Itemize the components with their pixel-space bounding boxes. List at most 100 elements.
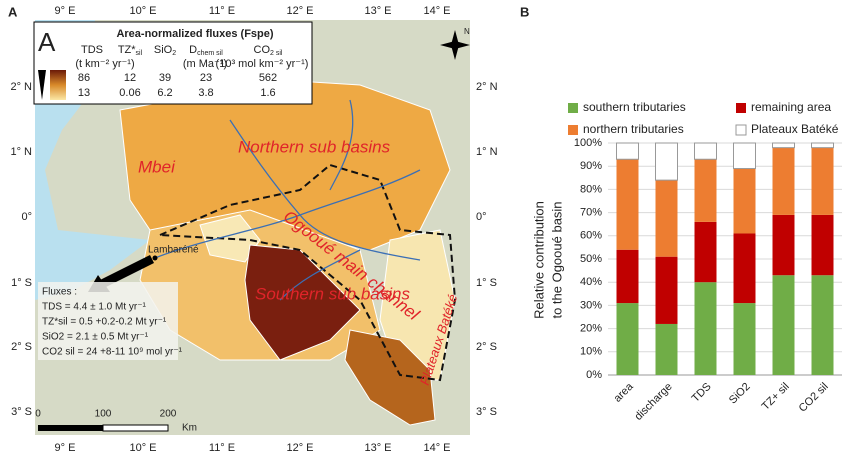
y-tick-label: 10% [580, 346, 602, 358]
colorbar-arrow [38, 70, 46, 100]
legend-unit: (t km⁻² yr⁻¹) [75, 58, 134, 70]
bar-segment [655, 256, 678, 324]
lat-label: 3° S [11, 406, 32, 418]
lat-label: 1° N [476, 146, 498, 158]
bar-segment [733, 233, 756, 304]
x-tick-label: SiO2 [727, 381, 753, 407]
legend-unit: (m Ma⁻¹) [183, 58, 227, 70]
bar-segment [655, 323, 678, 375]
lat-label: 0° [476, 211, 487, 223]
lon-label: 10° E [129, 442, 156, 454]
legend-cell: 0.06 [119, 87, 140, 99]
y-tick-label: 90% [580, 160, 602, 172]
scale-label: 0 [35, 409, 41, 420]
bar-segment [772, 214, 795, 276]
y-tick-label: 20% [580, 323, 602, 335]
town-label: Lambaréné [148, 245, 199, 256]
header-text: CO [254, 44, 271, 56]
x-tick-label: discharge [632, 381, 674, 423]
lat-label: 0° [21, 211, 32, 223]
x-tick-label: TDS [690, 381, 714, 405]
lon-label: 9° E [55, 442, 76, 454]
region-label: Mbei [138, 157, 176, 176]
fluxes: Fluxes : TDS = 4.4 ± 1.0 Mt yr⁻¹ TZ*sil = … [42, 287, 183, 358]
flux-arrow [99, 254, 155, 289]
x-tick-label: TZ+ sil [760, 381, 792, 413]
legend-swatch [568, 125, 578, 135]
legend-swatch [735, 124, 747, 136]
bar-segment [616, 303, 639, 375]
lon-label: 13° E [364, 442, 391, 454]
scale-label: 100 [95, 409, 112, 420]
header-sub: 2 sil [270, 50, 283, 57]
y-tick-label: 50% [580, 253, 602, 265]
region-label: Southern sub basins [255, 284, 410, 303]
lon-label: 14° E [423, 5, 450, 17]
lon-label: 11° E [209, 442, 235, 454]
panel-label: A [8, 4, 18, 19]
y-tick-label: 0% [586, 369, 602, 381]
header-sub: 2 [172, 50, 176, 57]
legend-cell: 13 [78, 87, 90, 99]
main-channel-outline [159, 163, 457, 382]
bar-segment [772, 142, 795, 149]
bar-segment [616, 249, 639, 304]
legend-header: CO2 sil [254, 44, 283, 57]
flux-line: CO2 sil = 24 +8-11 10⁹ mol yr⁻¹ [42, 347, 183, 358]
bar-segment [655, 180, 678, 257]
bar-segment [772, 275, 795, 375]
bar-segment [811, 214, 834, 276]
lon-label: 13° E [364, 5, 391, 17]
map-panel: A Lambaréné Mbei Northern sub basins Ogo… [8, 4, 498, 453]
legend-box [33, 21, 313, 105]
town-dot [152, 255, 158, 261]
chart-panel: B Relative contribution to the Ogooué ba… [520, 4, 842, 423]
legend-cell: 6.2 [157, 87, 172, 99]
header-text: D [189, 44, 197, 56]
legend-label: remaining area [751, 100, 831, 114]
scale-bar [102, 424, 169, 432]
bar-segment [616, 159, 639, 250]
legend-cell: 12 [124, 72, 136, 84]
lon-label: 14° E [423, 442, 450, 454]
scale-label: Km [182, 423, 197, 434]
y-axis-title-line: Relative contribution [531, 201, 546, 319]
bar-segment [694, 159, 717, 222]
lat-label: 1° N [10, 146, 32, 158]
legend-title: Area-normalized fluxes (Fspe) [116, 28, 273, 40]
bar-segment [694, 282, 717, 375]
legend-swatch [736, 103, 746, 113]
bar-segment [694, 142, 717, 160]
compass [440, 41, 470, 49]
bar-segment [733, 142, 756, 170]
lat-label: 2° S [11, 341, 32, 353]
flux-line: TDS = 4.4 ± 1.0 Mt yr⁻¹ [42, 302, 147, 313]
x-tick-label: area [612, 380, 637, 405]
panel-label: B [520, 4, 529, 19]
lat-label: 1° S [11, 277, 32, 289]
legend-cell: 3.8 [198, 87, 213, 99]
legend-cell: 1.6 [260, 87, 275, 99]
flux-line: SiO2 = 2.1 ± 0.5 Mt yr⁻¹ [42, 332, 149, 343]
legend-header: SiO2 [154, 44, 176, 57]
rivers [154, 99, 421, 301]
legend-table: TDS TZ*sil SiO2 Dchem sil CO2 sil(t km⁻² yr⁻… [75, 44, 308, 99]
bar-segment [811, 147, 834, 215]
y-axis-title-line: to the Ogooué basin [549, 201, 564, 318]
lon-label: 9° E [55, 5, 76, 17]
legend-label: southern tributaries [583, 100, 686, 114]
lon-label: 12° E [286, 5, 313, 17]
legend-label: Plateaux Batéké [751, 122, 839, 136]
lon-label: 11° E [209, 5, 235, 17]
bar-segment [616, 142, 639, 160]
bar-segment [811, 275, 834, 375]
y-axis-title: Relative contribution to the Ogooué basi… [531, 201, 564, 319]
legend-cell: 86 [78, 72, 90, 84]
y-tick-label: 80% [580, 183, 602, 195]
bar-segment [772, 147, 795, 215]
flux-line: TZ*sil = 0.5 +0.2-0.2 Mt yr⁻¹ [42, 317, 167, 328]
scale-bar [38, 425, 103, 431]
legend-unit: (10³ mol km⁻² yr⁻¹) [216, 58, 309, 70]
legend-swatch [568, 103, 578, 113]
